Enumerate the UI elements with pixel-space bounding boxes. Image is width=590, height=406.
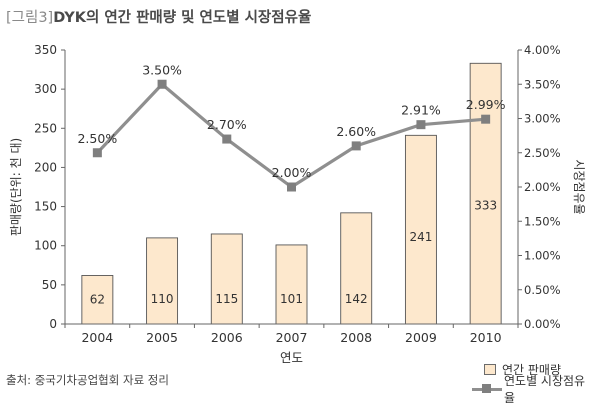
bar-value-label: 241 bbox=[409, 230, 432, 244]
bar bbox=[275, 244, 308, 325]
x-tick-label: 2010 bbox=[470, 330, 502, 345]
x-tick-label: 2007 bbox=[276, 330, 308, 345]
y-tick-label-right: 2.50% bbox=[524, 146, 561, 160]
bar bbox=[146, 237, 179, 325]
x-tick-label: 2005 bbox=[146, 330, 178, 345]
x-axis-title: 연도 bbox=[280, 350, 303, 365]
y-tick-label-left: 150 bbox=[34, 200, 57, 214]
share-marker bbox=[481, 114, 491, 124]
y-tick-label-left: 200 bbox=[34, 160, 57, 174]
legend-item-sales: 연간 판매량 bbox=[472, 360, 590, 379]
y-tick-label-right: 0.00% bbox=[524, 317, 561, 331]
bar bbox=[340, 212, 373, 325]
figure-number: [그림3] bbox=[6, 10, 54, 26]
y-tick-label-right: 4.00% bbox=[524, 43, 561, 57]
bar-value-label: 142 bbox=[345, 292, 368, 306]
source-note: 출처: 중국기차공업협회 자료 정리 bbox=[6, 373, 169, 387]
y-tick-label-left: 250 bbox=[34, 121, 57, 135]
figure-title: [그림3]DYK의 연간 판매량 및 연도별 시장점유율 bbox=[6, 6, 311, 27]
bar bbox=[81, 275, 114, 325]
x-tick-label: 2009 bbox=[405, 330, 437, 345]
share-value-label: 2.91% bbox=[401, 103, 441, 118]
bar bbox=[469, 62, 502, 325]
x-tick-label: 2008 bbox=[340, 330, 372, 345]
bar-value-label: 62 bbox=[90, 293, 105, 307]
x-tick-label: 2006 bbox=[211, 330, 243, 345]
y-tick-label-left: 300 bbox=[34, 82, 57, 96]
legend-item-share: 연도별 시장점유율 bbox=[472, 374, 590, 405]
share-marker bbox=[287, 182, 296, 192]
share-marker bbox=[416, 120, 426, 130]
x-tick-label: 2004 bbox=[81, 330, 113, 345]
bar-value-label: 333 bbox=[474, 198, 497, 212]
y-tick-label-left: 100 bbox=[34, 239, 57, 253]
legend-line-swatch bbox=[472, 383, 502, 395]
bar bbox=[404, 134, 437, 325]
y-axis-title-left: 판매량(단위: 천 대) bbox=[8, 138, 23, 236]
y-tick-label-left: 350 bbox=[34, 43, 57, 57]
y-tick-label-left: 50 bbox=[42, 278, 57, 292]
share-value-label: 2.00% bbox=[272, 165, 312, 180]
y-tick-label-right: 1.00% bbox=[524, 249, 561, 263]
share-value-label: 2.70% bbox=[207, 117, 247, 132]
share-value-label: 2.99% bbox=[466, 97, 506, 112]
figure-title-text: DYK의 연간 판매량 및 연도별 시장점유율 bbox=[53, 10, 312, 26]
legend-bar-swatch bbox=[484, 364, 496, 375]
share-marker bbox=[92, 148, 102, 158]
share-marker bbox=[157, 79, 167, 89]
y-axis-title-right: 시장점유율 bbox=[572, 159, 586, 214]
legend-label-share: 연도별 시장점유율 bbox=[504, 373, 586, 405]
share-value-label: 2.50% bbox=[77, 131, 117, 146]
y-tick-label-right: 3.00% bbox=[524, 112, 561, 126]
legend-label-sales: 연간 판매량 bbox=[502, 363, 562, 377]
share-marker bbox=[222, 134, 232, 144]
bar-value-label: 101 bbox=[280, 292, 303, 306]
y-tick-label-right: 0.50% bbox=[524, 283, 561, 297]
legend: 연간 판매량 연도별 시장점유율 bbox=[472, 360, 590, 405]
share-marker bbox=[351, 141, 361, 151]
bar-value-label: 115 bbox=[215, 292, 238, 306]
y-tick-label-right: 2.00% bbox=[524, 180, 561, 194]
share-value-label: 3.50% bbox=[142, 62, 182, 77]
y-tick-label-right: 1.50% bbox=[524, 214, 561, 228]
y-tick-label-left: 0 bbox=[49, 317, 57, 331]
bar-value-label: 110 bbox=[151, 292, 174, 306]
share-value-label: 2.60% bbox=[336, 124, 376, 139]
y-tick-label-right: 3.50% bbox=[524, 77, 561, 91]
bar bbox=[210, 233, 243, 325]
